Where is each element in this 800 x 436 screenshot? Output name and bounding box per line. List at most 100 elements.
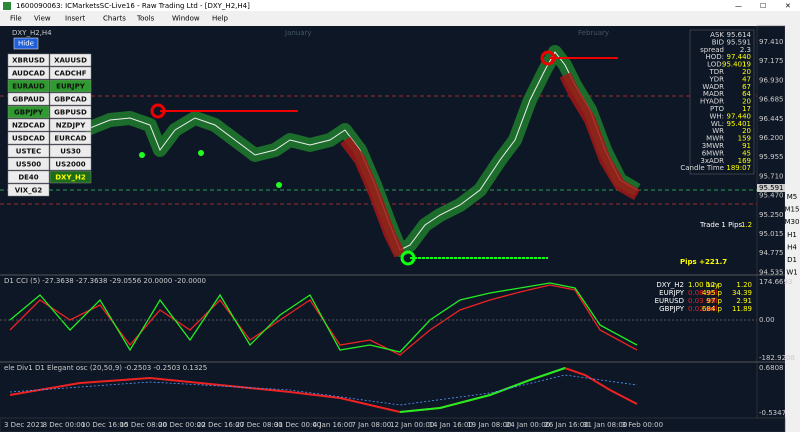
symbol-button[interactable] <box>49 92 92 106</box>
info-cell: 20 <box>742 68 751 76</box>
symbol-button[interactable] <box>7 118 50 132</box>
date-tick: 27 Dec 08:00 <box>236 421 283 429</box>
current-price: 95.591 <box>759 184 784 192</box>
cci-label: D1 CCI (5) -27.3638 -27.3638 -29.0556 20… <box>4 277 206 285</box>
symbol-button[interactable] <box>49 105 92 119</box>
symbol-button[interactable] <box>7 92 50 106</box>
info-cell: Candle Time <box>680 164 724 172</box>
position-cell: 34.39 <box>732 289 752 297</box>
date-tick: 22 Dec 16:00 <box>197 421 244 429</box>
symbol-button[interactable] <box>49 144 92 158</box>
symbol-button[interactable] <box>7 131 50 145</box>
close[interactable]: ✕ <box>785 2 791 10</box>
menu-item[interactable]: Window <box>172 15 200 23</box>
timeframe[interactable]: W1 <box>786 269 797 277</box>
info-cell: 159 <box>738 135 751 143</box>
dot <box>276 182 282 188</box>
osc-axis: -0.5347 <box>759 409 786 417</box>
symbol-label: GBPJPY <box>14 109 44 117</box>
date-tick: 26 Jan 16:00 <box>544 421 588 429</box>
symbol-button[interactable] <box>7 170 50 184</box>
symbol-button[interactable] <box>7 144 50 158</box>
symbol-label: NZDJPY <box>56 122 86 130</box>
symbol-button[interactable] <box>7 79 50 93</box>
symbol-button[interactable] <box>7 157 50 171</box>
hide-label: Hide <box>18 40 34 48</box>
cci-axis: -182.9208 <box>759 354 795 362</box>
symbol-button[interactable] <box>7 66 50 80</box>
timeframe[interactable]: H4 <box>787 243 797 251</box>
symbol-button[interactable] <box>49 118 92 132</box>
window-title: 1600090063: ICMarketsSC-Live16 - Raw Tra… <box>16 2 250 10</box>
date-tick: 19 Jan 08:00 <box>467 421 511 429</box>
price-tick: 97.175 <box>759 57 784 65</box>
timeframe[interactable]: M15 <box>785 206 800 214</box>
info-cell: YDR <box>708 75 724 83</box>
minimize[interactable]: — <box>735 2 742 10</box>
info-cell: 6MWR <box>702 149 724 157</box>
date-tick: 20 Dec 00:00 <box>158 421 205 429</box>
symbol-button[interactable] <box>49 170 92 184</box>
info-cell: TDR <box>708 68 724 76</box>
info-cell: 91 <box>742 142 751 150</box>
info-cell: 189:07 <box>726 164 751 172</box>
menu-item[interactable]: File <box>10 15 22 23</box>
menu-item[interactable]: Tools <box>136 15 155 23</box>
position-cell: 11.89 <box>732 305 752 313</box>
symbol-label: GBPCAD <box>54 96 87 104</box>
timeframe[interactable]: M30 <box>785 218 800 226</box>
hide-button[interactable] <box>13 37 39 50</box>
menu-item[interactable]: Help <box>212 15 229 23</box>
menu-item[interactable]: Insert <box>65 15 85 23</box>
maximize[interactable]: ☐ <box>760 2 766 10</box>
date-tick: 8 Dec 00:00 <box>43 421 86 429</box>
position-cell: GBPJPY <box>659 305 685 313</box>
signal-marker <box>400 250 416 266</box>
symbol-label: USDCAD <box>12 135 45 143</box>
symbol-label: GBPUSD <box>54 109 87 117</box>
pips-total: Pips +221.7 <box>680 258 727 266</box>
info-cell: WADR <box>702 83 724 91</box>
position-cell: 1.00 buy <box>688 281 719 289</box>
symbol-label: XAUUSD <box>54 57 87 65</box>
symbol-label: USTEC <box>16 148 41 156</box>
symbol-button[interactable] <box>7 53 50 67</box>
symbol-button[interactable] <box>49 53 92 67</box>
position-cell: 97 p <box>706 297 722 305</box>
signal-marker <box>150 103 166 119</box>
osc-signal <box>9 374 638 406</box>
timeframe[interactable]: H1 <box>787 231 797 239</box>
position-cell: 0.08 sell <box>688 289 718 297</box>
timeframe[interactable]: D1 <box>787 256 797 264</box>
info-cell: WL: <box>711 120 724 128</box>
symbol-label: GBPAUD <box>12 96 44 104</box>
info-cell: 95.614 <box>727 31 752 39</box>
timeframe[interactable]: M5 <box>787 193 798 201</box>
symbol-button[interactable] <box>49 157 92 171</box>
position-cell: 1.20 <box>736 281 752 289</box>
menu-item[interactable]: Charts <box>103 15 126 23</box>
symbol-button[interactable] <box>49 66 92 80</box>
chart-label: DXY_H2,H4 <box>12 29 52 37</box>
menu-item[interactable]: View <box>34 15 51 23</box>
info-cell: MADR <box>703 90 724 98</box>
info-cell: 20 <box>742 127 751 135</box>
symbol-label: EURCAD <box>54 135 86 143</box>
symbol-button[interactable] <box>49 79 92 93</box>
price-tick: 95.250 <box>759 211 784 219</box>
symbol-label: XBRUSD <box>12 57 45 65</box>
info-cell: spread <box>700 46 724 54</box>
info-cell: ASK <box>710 31 724 39</box>
symbol-button[interactable] <box>7 105 50 119</box>
info-cell: WR <box>712 127 724 135</box>
dot <box>139 152 145 158</box>
info-cell: 3MWR <box>702 142 724 150</box>
osc-axis: 0.6808 <box>759 364 784 372</box>
symbol-label: US500 <box>16 161 41 169</box>
symbol-button[interactable] <box>7 183 50 197</box>
symbol-button[interactable] <box>49 131 92 145</box>
trade-label: Trade 1 Pips <box>699 221 743 229</box>
price-tick: 94.535 <box>759 268 784 276</box>
cci-axis: 0.00 <box>759 316 775 324</box>
